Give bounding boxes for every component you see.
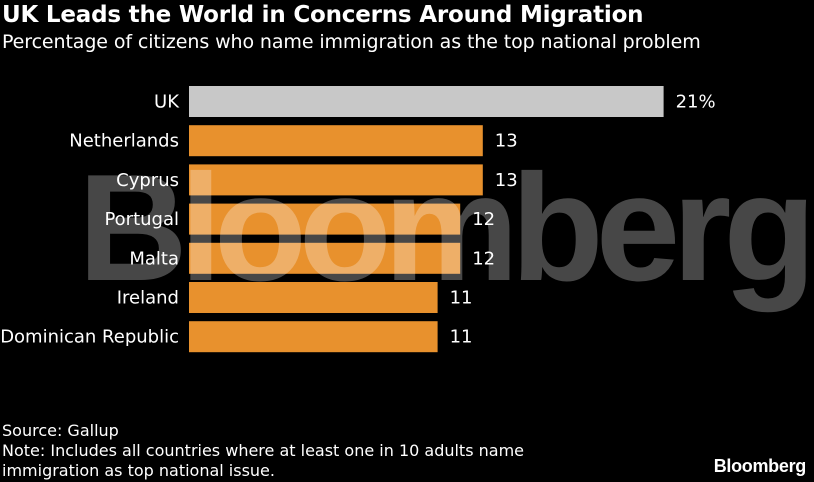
value-label-malta: 12 — [472, 248, 495, 269]
footnote-line-2: immigration as top national issue. — [2, 461, 275, 480]
category-label-malta: Malta — [129, 248, 179, 269]
value-label-dominican-republic: 11 — [450, 327, 473, 348]
bar-uk — [189, 86, 664, 117]
bar-netherlands — [189, 125, 483, 157]
bar-portugal — [189, 203, 461, 235]
value-label-uk: 21% — [676, 92, 716, 113]
bar-malta — [189, 242, 461, 274]
chart-title: UK Leads the World in Concerns Around Mi… — [2, 2, 644, 28]
value-label-portugal: 12 — [472, 209, 495, 230]
bar-cyprus — [189, 164, 483, 196]
category-label-dominican-republic: Dominican Republic — [0, 327, 179, 348]
value-label-netherlands: 13 — [495, 131, 518, 152]
category-label-uk: UK — [154, 92, 180, 113]
category-label-portugal: Portugal — [104, 209, 179, 230]
category-label-netherlands: Netherlands — [69, 131, 179, 152]
value-label-cyprus: 13 — [495, 170, 518, 191]
source-note: Source: Gallup — [2, 421, 119, 440]
chart-subtitle: Percentage of citizens who name immigrat… — [2, 31, 701, 53]
bar-dominican-republic — [189, 321, 438, 353]
bloomberg-logo: Bloomberg — [713, 456, 807, 476]
bar-ireland — [189, 282, 438, 313]
category-label-cyprus: Cyprus — [116, 170, 179, 191]
category-label-ireland: Ireland — [117, 288, 179, 309]
value-label-ireland: 11 — [450, 288, 473, 309]
footnote-line-1: Note: Includes all countries where at le… — [2, 441, 524, 460]
